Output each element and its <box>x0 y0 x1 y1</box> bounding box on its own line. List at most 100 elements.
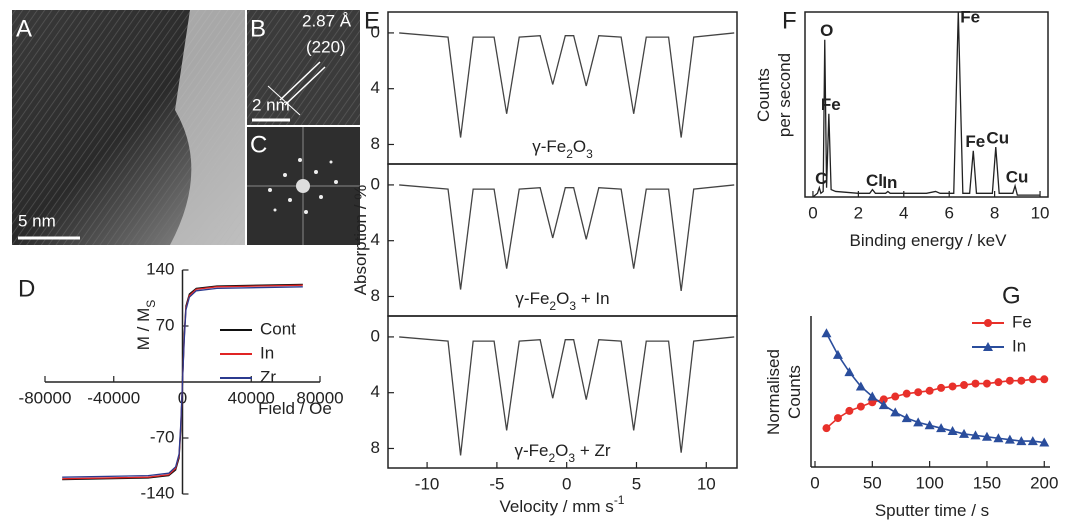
marker <box>1016 436 1027 446</box>
marker <box>970 430 981 440</box>
x-tick-label: 6 <box>944 203 953 222</box>
panel-label: A <box>16 15 32 42</box>
x-axis-label-text: Field / Oe <box>258 399 332 418</box>
y-tick-label: 4 <box>371 230 380 249</box>
peak-label: In <box>882 173 897 192</box>
scale-label: 2 nm <box>252 95 290 114</box>
data-line <box>399 32 735 138</box>
marker <box>936 423 947 433</box>
x-axis-label-sup: -1 <box>614 493 625 507</box>
label-subscript: 3 <box>568 451 575 465</box>
x-tick-label: 50 <box>863 473 882 492</box>
peak-label: Cu <box>1006 167 1029 186</box>
marker <box>867 391 878 401</box>
y-axis-label-line: Normalised <box>764 349 783 435</box>
spectrum-label: γ-Fe2O3 + Zr <box>514 441 610 465</box>
marker <box>902 389 911 398</box>
y-axis-label-line: Counts <box>785 365 804 419</box>
x-axis-label-text: Sputter time / s <box>875 501 989 520</box>
x-tick-label: -40000 <box>87 388 140 407</box>
tem-image-b: B 2.87 Å (220) 2 nm <box>247 10 360 125</box>
x-axis-label-text: Binding energy / keV <box>850 231 1008 250</box>
panel-label: C <box>250 131 267 158</box>
y-tick-label: 70 <box>156 315 175 334</box>
x-tick-label: 150 <box>973 473 1001 492</box>
x-tick-label: 0 <box>810 473 819 492</box>
y-tick-label: 0 <box>371 22 380 41</box>
label-part: γ-Fe <box>532 137 566 156</box>
label-subscript: 3 <box>569 299 576 313</box>
y-tick-label: 0 <box>371 326 380 345</box>
panel-label: E <box>364 7 380 34</box>
x-tick-label: 0 <box>562 474 571 493</box>
marker <box>948 382 957 391</box>
label-subscript: 2 <box>548 451 555 465</box>
marker <box>994 378 1003 387</box>
legend-label: Zr <box>260 367 276 386</box>
marker <box>913 417 924 427</box>
y-axis-label-line: per second <box>775 53 794 137</box>
fft-image-c: C <box>247 127 360 245</box>
data-line <box>62 286 303 478</box>
marker <box>971 379 980 388</box>
x-tick-label: 10 <box>1031 203 1050 222</box>
x-axis-label-text: Velocity / mm s <box>500 497 614 516</box>
d-spacing: 2.87 Å <box>302 11 352 30</box>
marker <box>914 388 923 397</box>
marker <box>981 431 992 441</box>
marker <box>833 414 842 423</box>
y-tick-label: 4 <box>371 382 380 401</box>
x-tick-label: 5 <box>632 474 641 493</box>
peak-label: O <box>820 21 833 40</box>
panel-label: D <box>18 275 35 302</box>
marker <box>855 381 866 391</box>
x-axis-label: Field / Oe <box>258 399 332 418</box>
marker <box>1039 437 1050 447</box>
x-tick-label: -5 <box>489 474 504 493</box>
data-line <box>399 184 735 291</box>
marker <box>960 381 969 390</box>
panel-label: F <box>782 7 797 34</box>
y-tick-label: -70 <box>150 427 175 446</box>
marker <box>924 420 935 430</box>
label-part: + In <box>576 289 610 308</box>
marker <box>1027 436 1038 446</box>
marker <box>925 386 934 395</box>
y-axis-label-text: Absorption / % <box>351 185 370 296</box>
y-axis-label: Normalised Counts <box>764 349 804 435</box>
data-line <box>399 336 735 456</box>
plot-frame <box>804 11 1049 198</box>
label-part: γ-Fe <box>515 289 549 308</box>
peak-label: C <box>815 169 827 188</box>
x-tick-label: 40000 <box>228 388 275 407</box>
marker <box>856 402 865 411</box>
y-axis-label: Counts per second <box>754 53 794 137</box>
scale-label: 5 nm <box>18 211 56 230</box>
marker <box>901 413 912 423</box>
x-tick-label: 8 <box>990 203 999 222</box>
x-tick-label: -10 <box>415 474 440 493</box>
plot-frame <box>387 315 738 469</box>
peak-label: Fe <box>960 7 980 26</box>
marker <box>890 407 901 417</box>
spectrum-label: γ-Fe2O3 + In <box>515 289 609 313</box>
marker <box>1005 376 1014 385</box>
x-tick-label: 4 <box>899 203 908 222</box>
legend-label: In <box>260 343 274 362</box>
panel-label: G <box>1002 282 1021 309</box>
y-tick-label: -140 <box>140 483 174 502</box>
legend-label: Fe <box>1012 312 1032 331</box>
label-subscript: 3 <box>586 147 593 161</box>
y-tick-label: 8 <box>371 438 380 457</box>
label-part: O <box>555 441 568 460</box>
marker <box>879 395 888 404</box>
peak-label: Cu <box>986 129 1009 148</box>
marker <box>1004 434 1015 444</box>
x-tick-label: 100 <box>915 473 943 492</box>
x-tick-label: 2 <box>854 203 863 222</box>
label-part: O <box>573 137 586 156</box>
legend-marker <box>983 342 993 351</box>
x-tick-label: 0 <box>808 203 817 222</box>
y-tick-label: 8 <box>371 286 380 305</box>
marker <box>1028 375 1037 384</box>
